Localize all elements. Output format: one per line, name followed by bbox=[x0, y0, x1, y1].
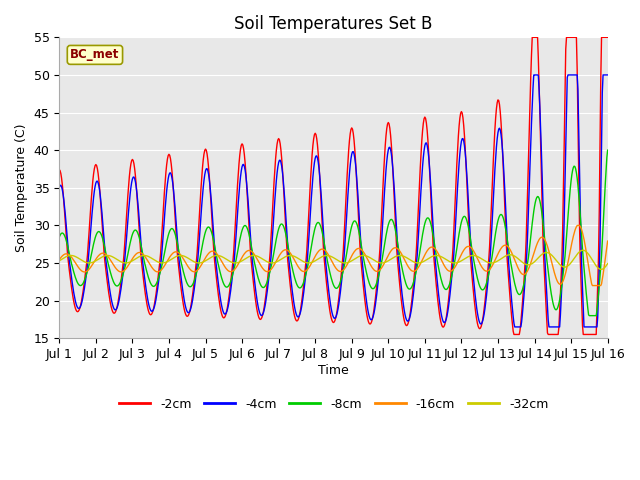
-32cm bbox=[176, 252, 184, 258]
-4cm bbox=[325, 289, 333, 295]
-8cm bbox=[176, 252, 184, 258]
-16cm bbox=[574, 223, 582, 228]
-16cm bbox=[200, 259, 207, 264]
-16cm bbox=[378, 264, 386, 270]
Line: -2cm: -2cm bbox=[60, 37, 607, 335]
-2cm bbox=[510, 332, 518, 337]
-32cm bbox=[554, 259, 561, 264]
Line: -4cm: -4cm bbox=[60, 75, 607, 327]
X-axis label: Time: Time bbox=[318, 364, 349, 377]
-4cm bbox=[555, 324, 563, 330]
-16cm bbox=[325, 253, 333, 259]
-32cm bbox=[433, 252, 440, 258]
-2cm bbox=[325, 301, 333, 307]
-32cm bbox=[56, 258, 63, 264]
-2cm bbox=[529, 35, 536, 40]
-8cm bbox=[325, 265, 333, 271]
-4cm bbox=[531, 72, 538, 78]
-8cm bbox=[378, 256, 386, 262]
-32cm bbox=[378, 260, 386, 266]
-16cm bbox=[56, 257, 63, 263]
-4cm bbox=[433, 268, 440, 274]
-16cm bbox=[589, 283, 596, 288]
-32cm bbox=[604, 261, 611, 266]
-2cm bbox=[604, 35, 611, 40]
-2cm bbox=[200, 157, 207, 163]
-8cm bbox=[554, 306, 561, 312]
-4cm bbox=[604, 72, 611, 78]
Line: -32cm: -32cm bbox=[60, 250, 607, 269]
-8cm bbox=[586, 313, 593, 319]
-4cm bbox=[176, 262, 184, 268]
-4cm bbox=[200, 185, 207, 191]
-8cm bbox=[604, 147, 611, 153]
-32cm bbox=[325, 253, 333, 259]
Text: BC_met: BC_met bbox=[70, 48, 120, 61]
-4cm bbox=[511, 324, 518, 330]
-8cm bbox=[433, 252, 440, 258]
-2cm bbox=[433, 282, 440, 288]
-16cm bbox=[433, 248, 440, 253]
-32cm bbox=[598, 266, 605, 272]
Line: -8cm: -8cm bbox=[60, 150, 607, 316]
-4cm bbox=[378, 228, 386, 234]
Line: -16cm: -16cm bbox=[60, 226, 607, 286]
-2cm bbox=[56, 167, 63, 172]
-16cm bbox=[554, 278, 561, 284]
-2cm bbox=[555, 324, 563, 330]
-32cm bbox=[200, 259, 207, 265]
-32cm bbox=[579, 247, 587, 253]
Legend: -2cm, -4cm, -8cm, -16cm, -32cm: -2cm, -4cm, -8cm, -16cm, -32cm bbox=[114, 393, 553, 416]
-2cm bbox=[378, 200, 386, 205]
-2cm bbox=[176, 273, 184, 279]
Y-axis label: Soil Temperature (C): Soil Temperature (C) bbox=[15, 123, 28, 252]
-4cm bbox=[56, 184, 63, 190]
Title: Soil Temperatures Set B: Soil Temperatures Set B bbox=[234, 15, 433, 33]
-16cm bbox=[604, 238, 611, 244]
-16cm bbox=[176, 251, 184, 256]
-8cm bbox=[200, 238, 207, 244]
-8cm bbox=[56, 234, 63, 240]
